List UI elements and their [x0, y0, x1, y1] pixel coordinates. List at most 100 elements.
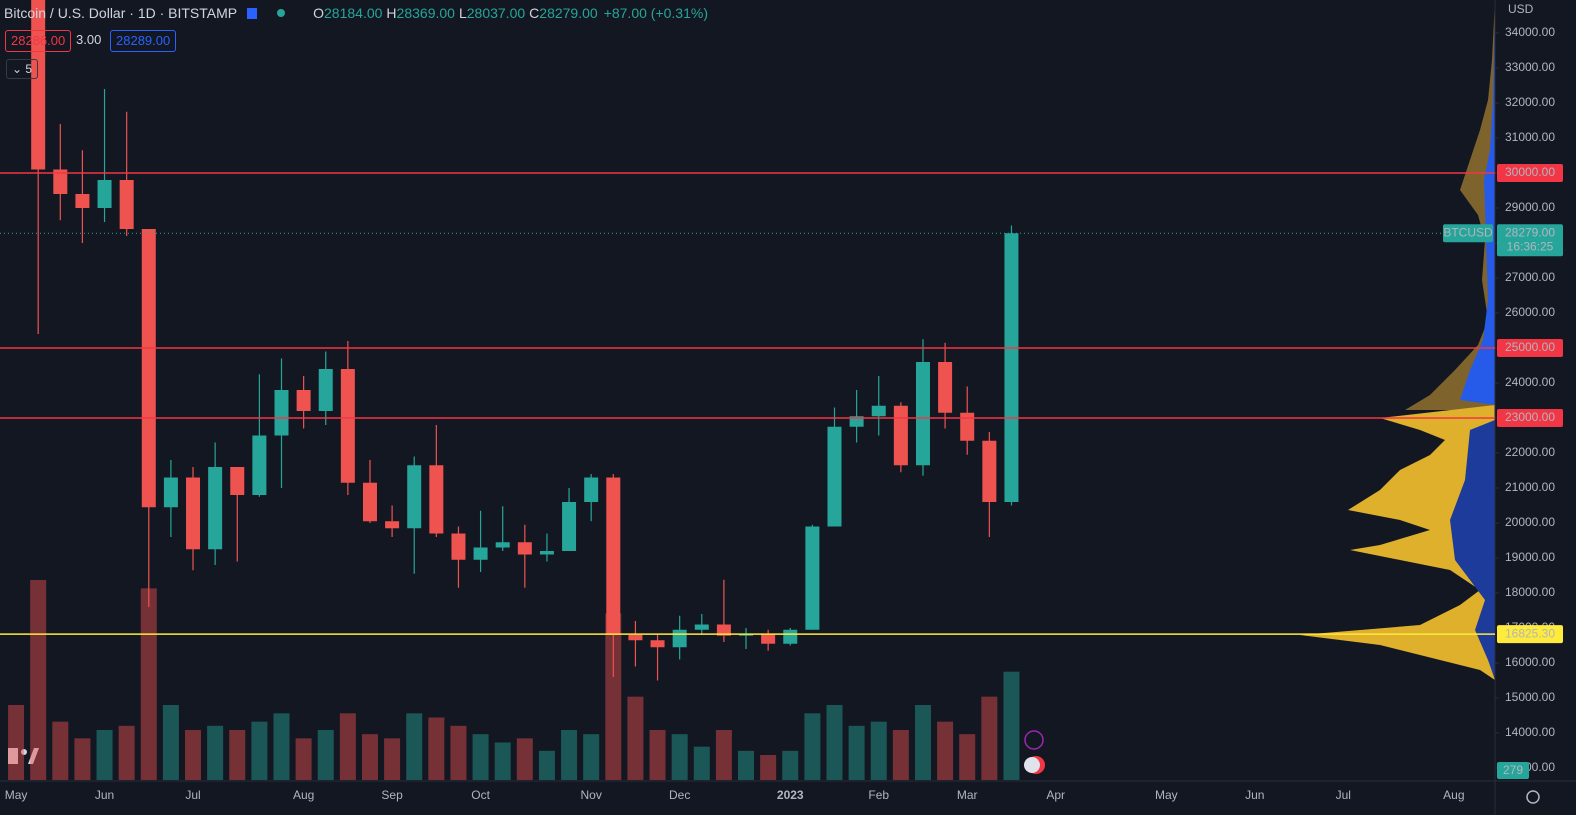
candle-body — [473, 547, 488, 560]
x-tick-label: Jul — [1336, 788, 1351, 802]
volume-bar — [384, 738, 401, 780]
tv-logo — [8, 748, 39, 764]
x-tick-label: Jun — [95, 788, 114, 802]
candle-body — [75, 194, 90, 209]
candle-body — [208, 466, 223, 550]
last-price-box — [1497, 224, 1563, 257]
volume-bar — [959, 734, 976, 780]
volume-bar — [52, 721, 69, 780]
candle-body — [960, 412, 975, 441]
candle-body — [584, 477, 599, 502]
x-tick-label: Dec — [669, 788, 690, 802]
candle-body — [1004, 233, 1019, 502]
candle-body — [783, 629, 798, 644]
volume-bar — [1003, 671, 1020, 780]
volume-bar — [162, 705, 179, 780]
volume-bar — [494, 742, 511, 780]
y-tick-label: 21000.00 — [1505, 480, 1555, 494]
y-tick-label: 31000.00 — [1505, 130, 1555, 144]
level-label: 25000.00 — [1505, 340, 1555, 354]
candle-body — [716, 624, 731, 636]
y-tick-label: 26000.00 — [1505, 305, 1555, 319]
x-tick-label: Apr — [1046, 788, 1065, 802]
y-tick-label: 18000.00 — [1505, 585, 1555, 599]
ohlc-key: L — [458, 5, 467, 21]
y-tick-label: 16000.00 — [1505, 655, 1555, 669]
volume-bar — [339, 713, 356, 780]
candle-body — [915, 362, 930, 466]
level-label: 23000.00 — [1505, 410, 1555, 424]
candle-body — [186, 477, 201, 550]
y-tick-label: 33000.00 — [1505, 60, 1555, 74]
volume-bar — [450, 725, 467, 780]
bid[interactable]: 28286.00 — [5, 30, 72, 52]
candle-body — [982, 440, 997, 502]
x-tick-label: May — [5, 788, 28, 802]
candle-body — [451, 533, 466, 560]
status-dot — [277, 9, 286, 17]
volume-readout: 279 — [1503, 763, 1523, 777]
volume-bar — [671, 734, 688, 780]
candle-body — [318, 369, 333, 411]
volume-bar — [472, 734, 489, 780]
event-icons[interactable] — [1024, 730, 1045, 774]
candle-body — [938, 362, 953, 413]
volume-bar — [96, 730, 113, 780]
volume-readout-box — [1497, 762, 1529, 779]
volume-bar — [74, 738, 91, 780]
x-tick-label: May — [1155, 788, 1178, 802]
volume-bar — [207, 725, 224, 780]
currency[interactable]: USD — [1508, 2, 1534, 16]
candle-body — [296, 390, 311, 411]
volume-bar — [30, 580, 47, 780]
volume-bar — [406, 713, 423, 780]
level-label-box — [1497, 339, 1563, 358]
spread: 3.00 — [76, 32, 102, 47]
ask[interactable]: 28289.00 — [110, 30, 177, 52]
volume-bar — [229, 730, 246, 780]
candle-body — [252, 435, 267, 495]
y-tick-label: 20000.00 — [1505, 515, 1555, 529]
indicator-toggle[interactable]: ⌄ 5 — [6, 59, 39, 79]
volume-bar — [826, 705, 843, 780]
y-tick-label: 22000.00 — [1505, 445, 1555, 459]
flag-icon[interactable] — [247, 7, 258, 19]
candle-body — [385, 521, 400, 529]
candle-body — [163, 477, 178, 508]
volume-bar — [8, 705, 25, 780]
candle-body — [362, 482, 377, 522]
volume-bar — [870, 721, 887, 780]
plot — [0, 0, 1495, 780]
settings-icon[interactable] — [1526, 790, 1540, 804]
volume-bar — [251, 721, 268, 780]
x-tick-label: Nov — [581, 788, 602, 802]
candle-body — [53, 169, 68, 195]
symbol-tag — [1443, 224, 1493, 243]
volume-bar — [649, 730, 666, 780]
volume-bar — [605, 613, 622, 780]
volume-bar — [804, 713, 821, 780]
candle-body — [407, 465, 422, 529]
symbol-title[interactable]: Bitcoin / U.S. Dollar · 1D · BITSTAMP — [4, 5, 238, 21]
legend-header: Bitcoin / U.S. Dollar · 1D · BITSTAMP O2… — [4, 5, 708, 21]
x-tick-label: Oct — [471, 788, 490, 802]
y-tick-label: 32000.00 — [1505, 95, 1555, 109]
y-tick-label: 29000.00 — [1505, 200, 1555, 214]
candle-body — [562, 501, 577, 551]
candle-body — [761, 633, 776, 644]
candle-body — [606, 477, 621, 635]
x-tick-label: Mar — [957, 788, 978, 802]
y-tick-label: 15000.00 — [1505, 690, 1555, 704]
volume-bar — [361, 734, 378, 780]
candle-body — [274, 390, 289, 436]
volume-bar — [140, 588, 157, 780]
candle-body — [517, 542, 532, 555]
y-tick-label: 14000.00 — [1505, 725, 1555, 739]
y-tick-label: 19000.00 — [1505, 550, 1555, 564]
candle-body — [97, 180, 112, 209]
candle-body — [849, 416, 864, 427]
volume-bar — [118, 725, 135, 780]
level-label-box — [1497, 625, 1563, 644]
candle-body — [827, 426, 842, 527]
